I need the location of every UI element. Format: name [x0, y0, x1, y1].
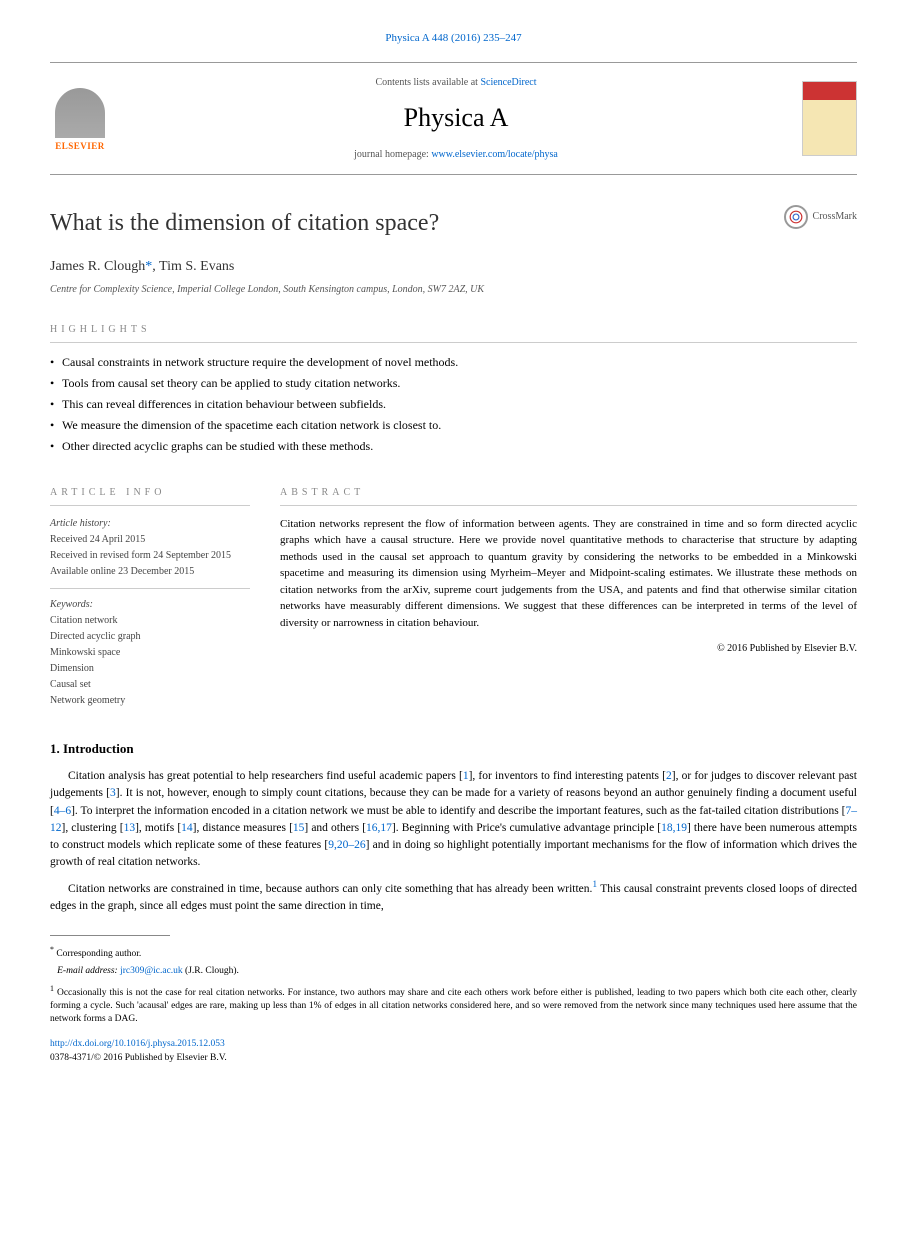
highlight-item: Causal constraints in network structure … [50, 353, 857, 371]
crossmark-label: CrossMark [813, 209, 857, 224]
revised-date: Received in revised form 24 September 20… [50, 548, 250, 564]
highlight-item: This can reveal differences in citation … [50, 395, 857, 413]
journal-header: ELSEVIER Contents lists available at Sci… [50, 62, 857, 175]
highlight-item: Other directed acyclic graphs can be stu… [50, 437, 857, 455]
publisher-name: ELSEVIER [55, 140, 105, 154]
keyword: Dimension [50, 661, 250, 677]
citation-ref[interactable]: 14 [181, 822, 193, 834]
crossmark-icon [784, 205, 808, 229]
citation-ref[interactable]: 13 [124, 822, 136, 834]
affiliation: Centre for Complexity Science, Imperial … [50, 282, 857, 297]
homepage-link[interactable]: www.elsevier.com/locate/physa [431, 149, 558, 160]
top-citation: Physica A 448 (2016) 235–247 [50, 30, 857, 47]
citation-ref[interactable]: 16,17 [366, 822, 392, 834]
citation-ref[interactable]: 9,20–26 [328, 839, 365, 851]
author-2: , Tim S. Evans [152, 259, 234, 274]
footnote-text: Occasionally this is not the case for re… [50, 988, 857, 1025]
doi-block: http://dx.doi.org/10.1016/j.physa.2015.1… [50, 1037, 857, 1066]
keywords-heading: Keywords: [50, 597, 250, 613]
text: Citation analysis has great potential to… [68, 770, 463, 782]
highlights-label: highlights [50, 322, 857, 343]
footnote-1: 1 Occasionally this is not the case for … [50, 983, 857, 1027]
text: ], distance measures [ [193, 822, 293, 834]
doi-link[interactable]: http://dx.doi.org/10.1016/j.physa.2015.1… [50, 1039, 225, 1049]
citation-ref[interactable]: 18,19 [661, 822, 687, 834]
text: ]. Beginning with Price's cumulative adv… [392, 822, 661, 834]
online-date: Available online 23 December 2015 [50, 564, 250, 580]
highlights-list: Causal constraints in network structure … [50, 353, 857, 455]
text: ], motifs [ [135, 822, 181, 834]
history-heading: Article history: [50, 516, 250, 532]
corresponding-author-footnote: * Corresponding author. [50, 944, 857, 961]
body-paragraph: Citation networks are constrained in tim… [50, 878, 857, 915]
text: ], for inventors to find interesting pat… [469, 770, 666, 782]
contents-text: Contents lists available at [375, 77, 480, 88]
email-link[interactable]: jrc309@ic.ac.uk [120, 966, 183, 976]
footnote-marker: * [50, 945, 54, 954]
abstract-text: Citation networks represent the flow of … [280, 516, 857, 632]
text: ] and others [ [304, 822, 366, 834]
keyword: Directed acyclic graph [50, 629, 250, 645]
journal-homepage: journal homepage: www.elsevier.com/locat… [125, 147, 787, 162]
sciencedirect-link[interactable]: ScienceDirect [480, 77, 536, 88]
keyword: Network geometry [50, 693, 250, 709]
author-1: James R. Clough [50, 259, 145, 274]
elsevier-tree-icon [55, 88, 105, 138]
received-date: Received 24 April 2015 [50, 532, 250, 548]
homepage-label: journal homepage: [354, 149, 431, 160]
highlight-item: Tools from causal set theory can be appl… [50, 374, 857, 392]
footnote-text: Corresponding author. [56, 949, 141, 959]
keyword: Citation network [50, 613, 250, 629]
crossmark-badge[interactable]: CrossMark [784, 205, 857, 229]
keyword: Minkowski space [50, 645, 250, 661]
footnote-separator [50, 935, 170, 936]
body-paragraph: Citation analysis has great potential to… [50, 768, 857, 872]
article-info: Article history: Received 24 April 2015 … [50, 516, 250, 709]
publisher-logo: ELSEVIER [50, 83, 110, 153]
section-heading-introduction: 1. Introduction [50, 739, 857, 759]
article-info-label: article info [50, 485, 250, 506]
keyword: Causal set [50, 677, 250, 693]
email-footnote: E-mail address: jrc309@ic.ac.uk (J.R. Cl… [50, 965, 857, 978]
issn-copyright: 0378-4371/© 2016 Published by Elsevier B… [50, 1053, 227, 1063]
citation-ref[interactable]: 4–6 [54, 805, 71, 817]
citation-ref[interactable]: 15 [293, 822, 305, 834]
text: Citation networks are constrained in tim… [68, 882, 592, 894]
paper-title: What is the dimension of citation space? [50, 205, 784, 241]
email-label: E-mail address: [57, 966, 120, 976]
footnote-marker: 1 [50, 984, 54, 993]
text: ]. To interpret the information encoded … [71, 805, 845, 817]
copyright: © 2016 Published by Elsevier B.V. [280, 641, 857, 656]
journal-name: Physica A [125, 98, 787, 137]
abstract-label: abstract [280, 485, 857, 506]
text: ], clustering [ [62, 822, 124, 834]
highlight-item: We measure the dimension of the spacetim… [50, 416, 857, 434]
authors: James R. Clough*, Tim S. Evans [50, 256, 857, 277]
contents-available: Contents lists available at ScienceDirec… [125, 75, 787, 90]
email-suffix: (J.R. Clough). [183, 966, 239, 976]
journal-cover-thumbnail [802, 81, 857, 156]
